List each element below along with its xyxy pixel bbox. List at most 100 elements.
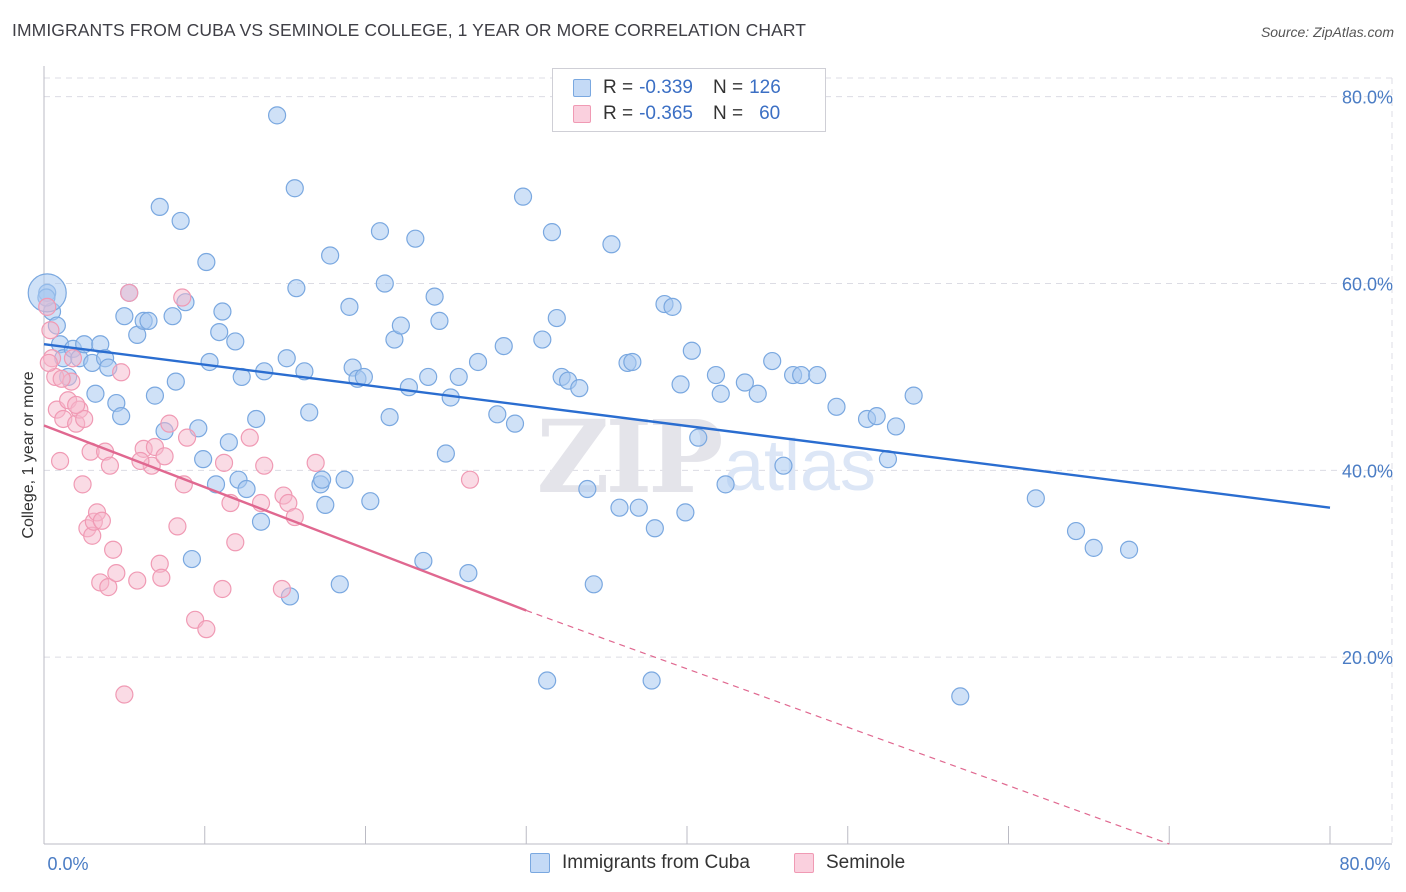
- legend-n-label: N =: [712, 103, 744, 124]
- seminole-point: [50, 451, 70, 471]
- cuba-point: [375, 274, 394, 293]
- cuba-point: [219, 433, 238, 452]
- cuba-point: [414, 551, 433, 571]
- seminole-point: [52, 369, 71, 388]
- cuba-point: [1084, 538, 1103, 557]
- seminole-point: [107, 563, 126, 583]
- legend-r-label: R =: [603, 77, 634, 98]
- cuba-point: [380, 407, 399, 427]
- cuba-point: [671, 375, 690, 394]
- cuba-point: [197, 252, 216, 272]
- cuba-point: [533, 330, 552, 349]
- seminole-point: [177, 428, 197, 447]
- cuba-point: [513, 187, 533, 206]
- cuba-point: [1026, 489, 1045, 508]
- cuba-point: [774, 456, 793, 475]
- cuba-point: [391, 316, 410, 335]
- cuba-point: [277, 349, 296, 368]
- y-tick-label: 80.0%: [1342, 88, 1393, 108]
- cuba-point: [706, 365, 726, 385]
- cuba-point: [459, 563, 478, 583]
- seminole-point: [100, 456, 120, 475]
- cuba-point: [645, 519, 664, 538]
- cuba-point: [663, 297, 682, 316]
- cuba-point: [112, 407, 131, 426]
- chart-title: IMMIGRANTS FROM CUBA VS SEMINOLE COLLEGE…: [12, 20, 807, 40]
- cuba-point: [425, 287, 444, 306]
- cuba-point: [316, 495, 335, 515]
- cuba-point: [578, 479, 597, 499]
- cuba-point: [584, 575, 603, 594]
- cuba-point: [295, 362, 314, 381]
- cuba-point: [642, 671, 661, 690]
- series-label-seminole: Seminole: [826, 852, 906, 873]
- seminole-point: [306, 453, 325, 472]
- legend-swatch-cuba: [573, 79, 591, 97]
- cuba-point: [171, 211, 190, 231]
- cuba-point: [115, 307, 134, 326]
- seminole-point: [226, 533, 245, 552]
- source-label: Source: ZipAtlas.com: [1260, 24, 1394, 40]
- x-tick-label: 0.0%: [47, 854, 88, 874]
- seminole-trend-line: [43, 424, 527, 612]
- y-tick-label: 60.0%: [1342, 275, 1393, 295]
- cuba-point: [399, 378, 419, 397]
- cuba-point: [335, 470, 354, 489]
- cuba-point: [735, 373, 754, 392]
- cuba-point: [792, 365, 811, 385]
- legend-r-value: -0.339: [639, 77, 693, 98]
- legend-r-label: R =: [603, 103, 634, 124]
- cuba-point: [419, 367, 438, 387]
- legend-swatch-seminole: [573, 105, 591, 123]
- cuba-point: [689, 428, 708, 447]
- watermark-atlas: atlas: [724, 426, 876, 506]
- cuba-point: [340, 297, 359, 316]
- seminole-point: [39, 353, 58, 373]
- cuba-point: [538, 671, 557, 690]
- cuba-point: [200, 352, 219, 372]
- series-legend-seminole: Seminole: [794, 852, 905, 874]
- seminole-point: [240, 428, 259, 447]
- watermark-zip: ZIP: [537, 398, 722, 516]
- cuba-point: [763, 351, 782, 371]
- legend-row-cuba: R = -0.339 N = 126: [573, 77, 781, 99]
- seminole-point: [115, 685, 134, 704]
- cuba-point: [488, 405, 507, 424]
- series-label-cuba: Immigrants from Cuba: [562, 852, 750, 873]
- cuba-point: [321, 246, 340, 265]
- cuba-point: [406, 229, 425, 248]
- cuba-point: [748, 384, 767, 403]
- cuba-point: [86, 384, 105, 403]
- cuba-point: [1119, 540, 1139, 559]
- seminole-point: [63, 349, 83, 368]
- seminole-point: [460, 470, 480, 489]
- seminole-point: [213, 579, 232, 599]
- cuba-point: [213, 302, 232, 321]
- cuba-point: [602, 235, 621, 254]
- seminole-point: [75, 409, 94, 429]
- legend-n-value: 60: [759, 103, 781, 124]
- cuba-point: [150, 197, 169, 217]
- cuba-point: [251, 512, 271, 531]
- legend-n-value: 126: [749, 77, 781, 98]
- seminole-point: [152, 568, 171, 587]
- cuba-point: [361, 492, 380, 511]
- cuba-point: [145, 386, 165, 405]
- cuba-point: [610, 498, 629, 517]
- series-legend: Immigrants from Cuba Seminole: [0, 852, 1406, 876]
- cuba-point: [505, 414, 525, 433]
- cuba-point: [312, 470, 332, 489]
- legend-row-seminole: R = -0.365 N = 60: [573, 103, 780, 125]
- seminole-trend-extension: [526, 609, 1170, 845]
- cuba-point: [436, 444, 455, 463]
- seminole-point: [67, 395, 86, 415]
- cuba-point: [682, 341, 701, 360]
- cuba-point: [629, 498, 648, 517]
- legend-n-label: N =: [712, 77, 744, 98]
- cuba-point: [468, 352, 488, 372]
- series-swatch-seminole: [794, 853, 814, 873]
- seminole-point: [112, 363, 131, 382]
- cuba-point: [330, 575, 349, 594]
- cuba-point: [711, 384, 730, 403]
- cuba-point: [370, 222, 390, 241]
